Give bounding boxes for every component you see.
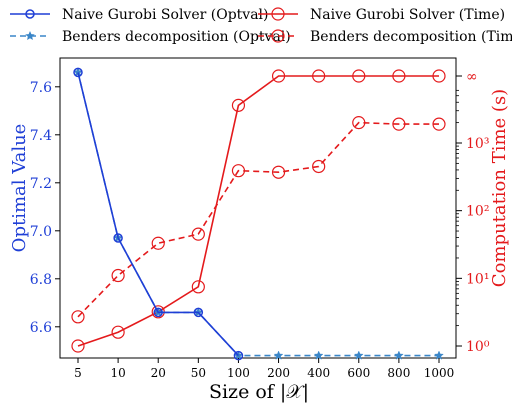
data-point bbox=[111, 268, 125, 283]
legend-label: Benders decomposition (Time) bbox=[310, 29, 512, 45]
data-point bbox=[193, 307, 204, 318]
data-point bbox=[273, 350, 284, 360]
y-left-tick-label: 7.4 bbox=[30, 128, 52, 144]
data-point bbox=[231, 98, 246, 112]
x-tick-label: 20 bbox=[151, 366, 166, 380]
legend-marker bbox=[25, 30, 35, 41]
data-point bbox=[191, 280, 205, 294]
data-point bbox=[312, 69, 326, 83]
legend-entry: Naive Gurobi Solver (Time) bbox=[258, 7, 505, 23]
series-benders-decomposition-optval bbox=[73, 67, 444, 360]
legend-marker bbox=[25, 9, 35, 19]
y-axis-left-label: Optimal Value bbox=[9, 124, 30, 253]
data-point bbox=[313, 350, 324, 360]
x-axis-label: Size of |𝒳| bbox=[209, 381, 309, 403]
legend-entry: Benders decomposition (Optval) bbox=[10, 29, 291, 45]
data-point bbox=[352, 116, 366, 130]
data-point bbox=[392, 117, 406, 131]
y-right-tick-label: ∞ bbox=[466, 69, 478, 85]
series-line bbox=[77, 72, 239, 357]
x-tick-label: 1000 bbox=[424, 366, 455, 380]
data-point bbox=[432, 117, 446, 131]
y-left-tick-label: 6.6 bbox=[30, 320, 52, 336]
legend-label: Benders decomposition (Optval) bbox=[62, 29, 291, 45]
x-tick-label: 800 bbox=[387, 366, 410, 380]
series-naive-gurobi-solver-time bbox=[71, 69, 446, 353]
x-tick-label: 100 bbox=[227, 366, 250, 380]
y-left-tick-label: 7.0 bbox=[30, 224, 52, 240]
series-naive-gurobi-solver-optval bbox=[73, 67, 244, 361]
data-point bbox=[271, 69, 286, 83]
y-right-tick-label: 10¹ bbox=[466, 271, 489, 287]
legend: Naive Gurobi Solver (Optval) Benders deco… bbox=[10, 7, 512, 45]
legend-label: Naive Gurobi Solver (Time) bbox=[310, 7, 505, 23]
data-point bbox=[353, 350, 364, 360]
data-point bbox=[352, 69, 366, 83]
y-right-tick-label: 10³ bbox=[466, 136, 489, 152]
data-point bbox=[393, 350, 404, 360]
legend-marker bbox=[271, 29, 285, 43]
x-tick-label: 200 bbox=[267, 366, 290, 380]
x-tick-label: 50 bbox=[191, 366, 206, 380]
plot-frame bbox=[59, 57, 457, 359]
data-point bbox=[191, 227, 205, 241]
x-tick-label: 10 bbox=[110, 366, 125, 380]
data-point bbox=[312, 159, 326, 174]
legend-entry: Naive Gurobi Solver (Optval) bbox=[10, 7, 269, 23]
data-point bbox=[271, 165, 286, 179]
x-tick-label: 600 bbox=[347, 366, 370, 380]
y-left-tick-label: 7.2 bbox=[30, 176, 52, 192]
x-tick-label: 5 bbox=[74, 366, 82, 380]
data-point bbox=[392, 69, 406, 83]
data-point bbox=[153, 307, 163, 318]
y-axis-right-label: Computation Time (s) bbox=[489, 89, 510, 287]
y-left-tick-label: 7.6 bbox=[30, 80, 52, 96]
data-point bbox=[113, 233, 123, 243]
series-benders-decomposition-time bbox=[71, 116, 446, 324]
data-point bbox=[432, 69, 446, 83]
data-point bbox=[71, 310, 85, 324]
data-point bbox=[231, 164, 246, 178]
y-right-tick-label: 10² bbox=[466, 204, 489, 220]
data-point bbox=[151, 236, 165, 250]
data-point bbox=[111, 325, 125, 339]
series-line bbox=[77, 75, 439, 347]
x-tick-label: 400 bbox=[307, 366, 330, 380]
data-point bbox=[73, 67, 83, 78]
data-point bbox=[71, 339, 85, 353]
legend-label: Naive Gurobi Solver (Optval) bbox=[62, 7, 269, 23]
legend-marker bbox=[271, 7, 285, 21]
legend-entry: Benders decomposition (Time) bbox=[258, 29, 512, 45]
series-line bbox=[77, 121, 439, 318]
data-point bbox=[233, 350, 244, 361]
y-right-tick-label: 10⁰ bbox=[466, 339, 490, 355]
series-line bbox=[77, 72, 439, 357]
plot-area: 5 10 20 50 100 200 400 600 800 1000 6.6 6.8 7.0 7.2 7.… bbox=[30, 57, 490, 380]
data-point bbox=[434, 350, 444, 360]
y-left-tick-label: 6.8 bbox=[30, 272, 52, 288]
